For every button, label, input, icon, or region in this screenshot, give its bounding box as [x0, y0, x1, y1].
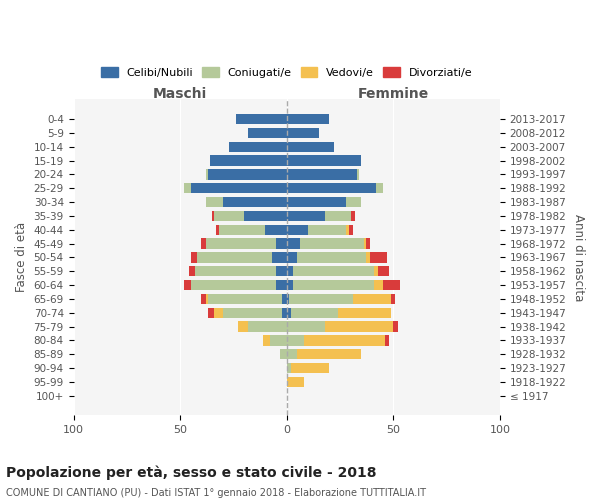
Bar [208, 308, 214, 318]
Bar [244, 210, 287, 221]
Bar [272, 252, 287, 262]
Bar [287, 197, 346, 207]
Bar [276, 266, 287, 276]
Bar [287, 376, 304, 387]
Bar [287, 183, 376, 194]
Bar [287, 252, 298, 262]
Bar [184, 280, 191, 290]
Bar [287, 169, 357, 179]
Bar [276, 238, 287, 248]
Bar [346, 224, 349, 235]
Bar [298, 349, 361, 360]
Bar [376, 183, 383, 194]
Bar [206, 169, 208, 179]
Bar [287, 156, 361, 166]
Bar [325, 322, 394, 332]
Bar [383, 280, 400, 290]
Bar [229, 142, 287, 152]
Bar [304, 335, 385, 345]
Bar [374, 266, 379, 276]
Bar [287, 308, 291, 318]
Bar [206, 294, 208, 304]
Bar [349, 224, 353, 235]
Bar [197, 252, 272, 262]
Bar [287, 128, 319, 138]
Text: Maschi: Maschi [153, 87, 207, 101]
Bar [394, 322, 398, 332]
Bar [293, 280, 374, 290]
Bar [238, 322, 248, 332]
Bar [287, 142, 334, 152]
Bar [291, 363, 329, 374]
Bar [248, 128, 287, 138]
Bar [346, 197, 361, 207]
Bar [374, 280, 383, 290]
Bar [287, 266, 293, 276]
Bar [248, 322, 287, 332]
Bar [236, 114, 287, 124]
Bar [191, 183, 287, 194]
Bar [184, 183, 191, 194]
Bar [370, 252, 387, 262]
Bar [223, 197, 287, 207]
Bar [223, 308, 283, 318]
Bar [212, 210, 214, 221]
Bar [364, 238, 365, 248]
Bar [214, 308, 223, 318]
Bar [206, 197, 223, 207]
Bar [289, 294, 353, 304]
Bar [202, 294, 206, 304]
Bar [280, 349, 287, 360]
Bar [287, 363, 291, 374]
Bar [293, 266, 374, 276]
Bar [357, 169, 359, 179]
Bar [287, 238, 299, 248]
Bar [379, 266, 389, 276]
Bar [287, 294, 289, 304]
Bar [287, 224, 308, 235]
Bar [287, 114, 329, 124]
Text: Popolazione per età, sesso e stato civile - 2018: Popolazione per età, sesso e stato civil… [6, 465, 377, 479]
Legend: Celibi/Nubili, Coniugati/e, Vedovi/e, Divorziati/e: Celibi/Nubili, Coniugati/e, Vedovi/e, Di… [98, 64, 476, 82]
Bar [351, 210, 355, 221]
Bar [287, 210, 325, 221]
Bar [283, 294, 287, 304]
Bar [210, 156, 287, 166]
Bar [195, 266, 276, 276]
Bar [338, 308, 391, 318]
Bar [265, 224, 287, 235]
Bar [263, 335, 269, 345]
Bar [191, 252, 197, 262]
Bar [287, 322, 325, 332]
Bar [308, 224, 346, 235]
Bar [287, 335, 304, 345]
Bar [188, 266, 195, 276]
Bar [325, 210, 351, 221]
Text: COMUNE DI CANTIANO (PU) - Dati ISTAT 1° gennaio 2018 - Elaborazione TUTTITALIA.I: COMUNE DI CANTIANO (PU) - Dati ISTAT 1° … [6, 488, 426, 498]
Bar [287, 280, 293, 290]
Bar [202, 238, 206, 248]
Y-axis label: Fasce di età: Fasce di età [15, 222, 28, 292]
Bar [287, 349, 298, 360]
Text: Femmine: Femmine [358, 87, 429, 101]
Bar [269, 335, 287, 345]
Bar [206, 238, 276, 248]
Bar [214, 210, 244, 221]
Bar [208, 294, 283, 304]
Y-axis label: Anni di nascita: Anni di nascita [572, 214, 585, 301]
Bar [365, 238, 370, 248]
Bar [291, 308, 338, 318]
Bar [191, 280, 276, 290]
Bar [276, 280, 287, 290]
Bar [365, 252, 370, 262]
Bar [283, 308, 287, 318]
Bar [299, 238, 364, 248]
Bar [391, 294, 395, 304]
Bar [353, 294, 391, 304]
Bar [385, 335, 389, 345]
Bar [208, 169, 287, 179]
Bar [218, 224, 265, 235]
Bar [217, 224, 218, 235]
Bar [298, 252, 365, 262]
